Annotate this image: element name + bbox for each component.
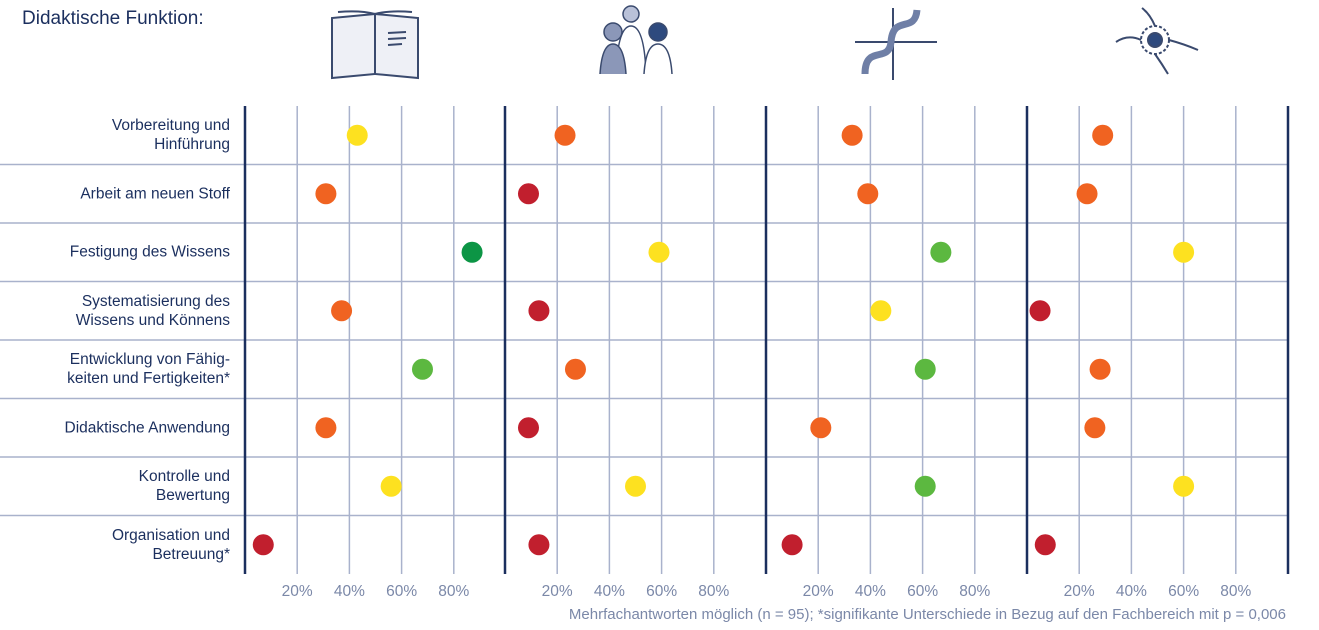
data-point bbox=[461, 241, 483, 263]
data-point bbox=[517, 417, 539, 439]
data-point bbox=[1034, 534, 1056, 556]
row-label: Organisation und Betreuung* bbox=[111, 526, 230, 563]
row-label: Festigung des Wissens bbox=[69, 243, 230, 261]
sine-curve-icon bbox=[855, 8, 937, 80]
row-label: Didaktische Anwendung bbox=[64, 419, 230, 437]
x-tick-label: 80% bbox=[698, 583, 729, 600]
data-point bbox=[252, 534, 274, 556]
x-tick-label: 80% bbox=[438, 583, 469, 600]
data-point bbox=[914, 358, 936, 380]
x-tick-layer: 20% 40% 60% 80% 20% 40% 60% 80% 20% 40% 60% 80% 20% 4… bbox=[282, 583, 1252, 600]
x-tick-label: 60% bbox=[646, 583, 677, 600]
x-tick-label: 40% bbox=[1116, 583, 1147, 600]
data-point bbox=[857, 183, 879, 205]
data-point bbox=[1076, 183, 1098, 205]
data-point bbox=[380, 475, 402, 497]
x-tick-label: 60% bbox=[907, 583, 938, 600]
x-tick-label: 40% bbox=[334, 583, 365, 600]
dot-layer bbox=[252, 124, 1195, 556]
data-point bbox=[315, 417, 337, 439]
data-point bbox=[564, 358, 586, 380]
people-group-icon bbox=[599, 5, 673, 75]
data-point bbox=[411, 358, 433, 380]
x-tick-label: 40% bbox=[594, 583, 625, 600]
x-tick-label: 20% bbox=[542, 583, 573, 600]
data-point bbox=[1092, 124, 1114, 146]
x-tick-label: 60% bbox=[386, 583, 417, 600]
data-point bbox=[1084, 417, 1106, 439]
data-point bbox=[1029, 300, 1051, 322]
x-tick-label: 80% bbox=[1220, 583, 1251, 600]
data-point bbox=[554, 124, 576, 146]
data-point bbox=[517, 183, 539, 205]
x-tick-label: 20% bbox=[1064, 583, 1095, 600]
data-point bbox=[528, 300, 550, 322]
data-point bbox=[781, 534, 803, 556]
data-point bbox=[810, 417, 832, 439]
data-point bbox=[331, 300, 353, 322]
data-point bbox=[315, 183, 337, 205]
data-point bbox=[914, 475, 936, 497]
row-label: Systematisierung des Wissens und Könnens bbox=[75, 292, 230, 329]
chart-header-title: Didaktische Funktion: bbox=[22, 8, 204, 29]
data-point bbox=[1173, 475, 1195, 497]
data-point bbox=[1173, 241, 1195, 263]
row-label: Arbeit am neuen Stoff bbox=[80, 185, 230, 203]
x-tick-label: 40% bbox=[855, 583, 886, 600]
open-book-icon bbox=[331, 10, 419, 80]
x-tick-label: 20% bbox=[803, 583, 834, 600]
data-point bbox=[1089, 358, 1111, 380]
icon-layer bbox=[331, 5, 1199, 80]
footnote: Mehrfachantworten möglich (n = 95); *sig… bbox=[568, 606, 1286, 623]
data-point bbox=[930, 241, 952, 263]
data-point bbox=[528, 534, 550, 556]
data-point bbox=[870, 300, 892, 322]
row-label: Kontrolle und Bewertung bbox=[138, 468, 230, 505]
x-tick-label: 60% bbox=[1168, 583, 1199, 600]
x-tick-label: 80% bbox=[959, 583, 990, 600]
data-point bbox=[841, 124, 863, 146]
data-point bbox=[625, 475, 646, 497]
row-label: Entwicklung von Fähig- keiten und Fertig… bbox=[67, 351, 230, 388]
data-point bbox=[648, 241, 670, 263]
data-point bbox=[346, 124, 368, 146]
x-tick-label: 20% bbox=[282, 583, 313, 600]
row-label: Vorbereitung und Hinführung bbox=[111, 117, 230, 154]
sun-gear-icon bbox=[1115, 7, 1199, 75]
